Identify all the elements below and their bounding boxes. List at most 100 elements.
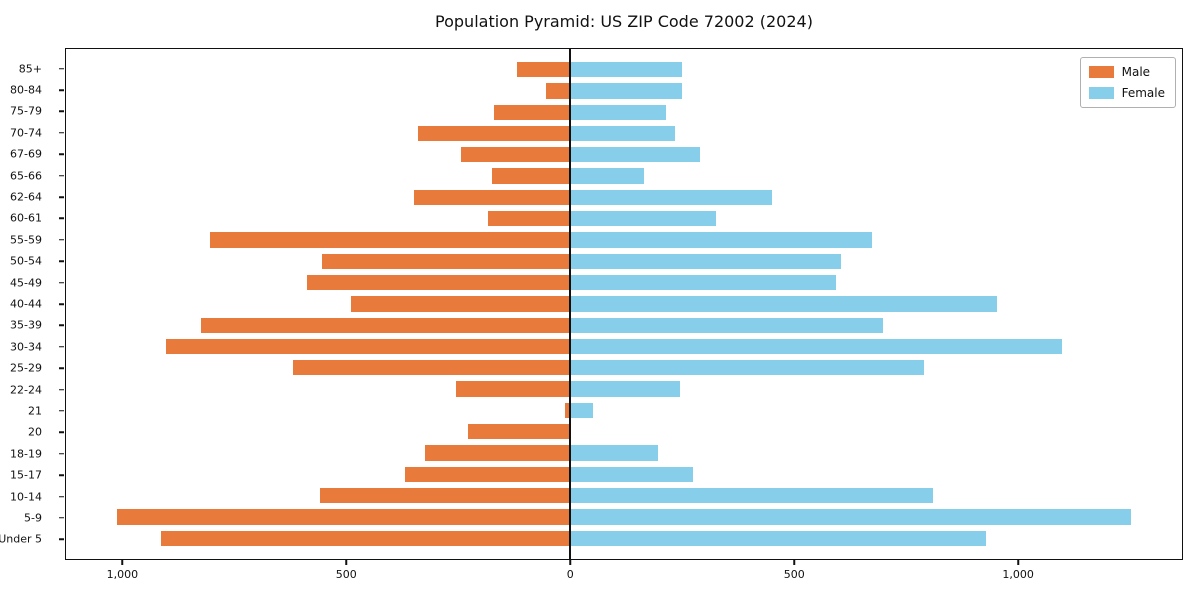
female-bar bbox=[570, 83, 683, 99]
y-tick-mark bbox=[59, 431, 64, 434]
zero-axis-line bbox=[569, 49, 572, 559]
male-bar bbox=[322, 253, 571, 269]
x-tick-label: 0 bbox=[566, 568, 574, 581]
female-bar bbox=[570, 147, 700, 163]
y-tick-label: 62-64 bbox=[10, 190, 42, 204]
y-tick-label: 5-9 bbox=[24, 511, 42, 525]
bar-row-5-9 bbox=[66, 506, 1182, 527]
male-bar bbox=[306, 274, 571, 291]
y-tick-mark bbox=[59, 174, 64, 177]
bars-container bbox=[66, 49, 1182, 559]
bar-row-15-17 bbox=[66, 464, 1182, 485]
bar-row-18-19 bbox=[66, 442, 1182, 463]
female-color-swatch bbox=[1088, 87, 1114, 99]
plot-area: Male Female bbox=[65, 48, 1183, 560]
x-tick-label: 500 bbox=[783, 568, 805, 581]
male-bar bbox=[165, 338, 571, 355]
male-bar bbox=[319, 487, 571, 504]
male-bar bbox=[418, 125, 571, 142]
y-tick-label: 85+ bbox=[18, 62, 42, 76]
y-tick-label: 70-74 bbox=[10, 126, 42, 140]
legend-label-female: Female bbox=[1121, 86, 1165, 100]
female-bar bbox=[570, 402, 593, 419]
female-bar bbox=[570, 211, 716, 227]
bar-row-21 bbox=[66, 400, 1182, 421]
x-tick-label: 500 bbox=[335, 568, 357, 581]
male-bar bbox=[413, 189, 571, 206]
male-bar bbox=[564, 402, 571, 419]
bar-row-45-49 bbox=[66, 272, 1182, 293]
bar-row-40-44 bbox=[66, 293, 1182, 314]
male-bar bbox=[516, 61, 571, 78]
y-tick-label: 40-44 bbox=[10, 297, 42, 311]
y-tick-label: 10-14 bbox=[10, 490, 42, 504]
female-bar bbox=[570, 274, 837, 291]
male-bar bbox=[492, 168, 571, 184]
male-bar bbox=[293, 360, 571, 376]
female-bar bbox=[570, 317, 884, 333]
y-tick-label: 18-19 bbox=[10, 447, 42, 461]
female-bar bbox=[570, 296, 998, 312]
chart-title: Population Pyramid: US ZIP Code 72002 (2… bbox=[435, 12, 813, 31]
x-tick-mark bbox=[345, 560, 348, 565]
male-bar bbox=[467, 424, 571, 440]
male-bar bbox=[116, 509, 571, 525]
y-tick-mark bbox=[59, 132, 64, 134]
bar-row-25-29 bbox=[66, 357, 1182, 378]
x-tick-mark bbox=[793, 560, 795, 565]
y-tick-mark bbox=[59, 260, 64, 262]
legend: Male Female bbox=[1079, 57, 1176, 108]
y-tick-label: 15-17 bbox=[10, 468, 42, 482]
y-tick-label: 67-69 bbox=[10, 147, 42, 161]
male-bar bbox=[351, 296, 571, 312]
bar-row-67-69 bbox=[66, 144, 1182, 165]
y-tick-mark bbox=[59, 67, 64, 70]
x-tick-mark bbox=[569, 560, 571, 565]
y-tick-mark bbox=[59, 110, 64, 113]
legend-item-female: Female bbox=[1088, 86, 1165, 100]
female-bar bbox=[570, 338, 1063, 355]
y-tick-label: 65-66 bbox=[10, 169, 42, 183]
bar-row-75-79 bbox=[66, 102, 1182, 123]
y-tick-mark bbox=[59, 538, 64, 541]
male-bar bbox=[456, 381, 571, 397]
bar-row-20 bbox=[66, 421, 1182, 442]
x-tick-label: 1,000 bbox=[106, 568, 139, 581]
y-tick-mark bbox=[59, 153, 64, 155]
y-tick-mark bbox=[59, 281, 64, 284]
y-tick-label: 35-39 bbox=[10, 318, 42, 332]
female-bar bbox=[570, 530, 987, 546]
y-tick-label: 60-61 bbox=[10, 211, 42, 225]
y-tick-label: 50-54 bbox=[10, 254, 42, 268]
male-bar bbox=[210, 232, 571, 248]
female-bar bbox=[570, 360, 924, 376]
bar-row-62-64 bbox=[66, 187, 1182, 208]
x-tick-mark bbox=[1017, 560, 1019, 565]
female-bar bbox=[570, 189, 772, 206]
y-tick-label: Under 5 bbox=[0, 532, 42, 546]
male-bar bbox=[545, 83, 571, 99]
bar-row-70-74 bbox=[66, 123, 1182, 144]
bar-row-80-84 bbox=[66, 80, 1182, 101]
female-bar bbox=[570, 509, 1132, 525]
y-tick-label: 22-24 bbox=[10, 383, 42, 397]
y-tick-mark bbox=[59, 303, 64, 305]
female-bar bbox=[570, 232, 873, 248]
y-tick-label: 45-49 bbox=[10, 276, 42, 290]
y-tick-mark bbox=[59, 388, 64, 391]
male-bar bbox=[487, 211, 571, 227]
bar-row-55-59 bbox=[66, 229, 1182, 250]
y-tick-mark bbox=[59, 324, 64, 327]
female-bar bbox=[570, 61, 683, 78]
y-tick-mark bbox=[59, 410, 64, 412]
male-bar bbox=[460, 147, 571, 163]
legend-label-male: Male bbox=[1121, 65, 1151, 79]
bar-row-under-5 bbox=[66, 528, 1182, 549]
y-tick-mark bbox=[59, 89, 64, 91]
male-bar bbox=[161, 530, 571, 546]
female-bar bbox=[570, 466, 694, 482]
y-tick-label: 30-34 bbox=[10, 340, 42, 354]
male-color-swatch bbox=[1088, 66, 1114, 78]
female-bar bbox=[570, 381, 680, 397]
female-bar bbox=[570, 487, 933, 504]
